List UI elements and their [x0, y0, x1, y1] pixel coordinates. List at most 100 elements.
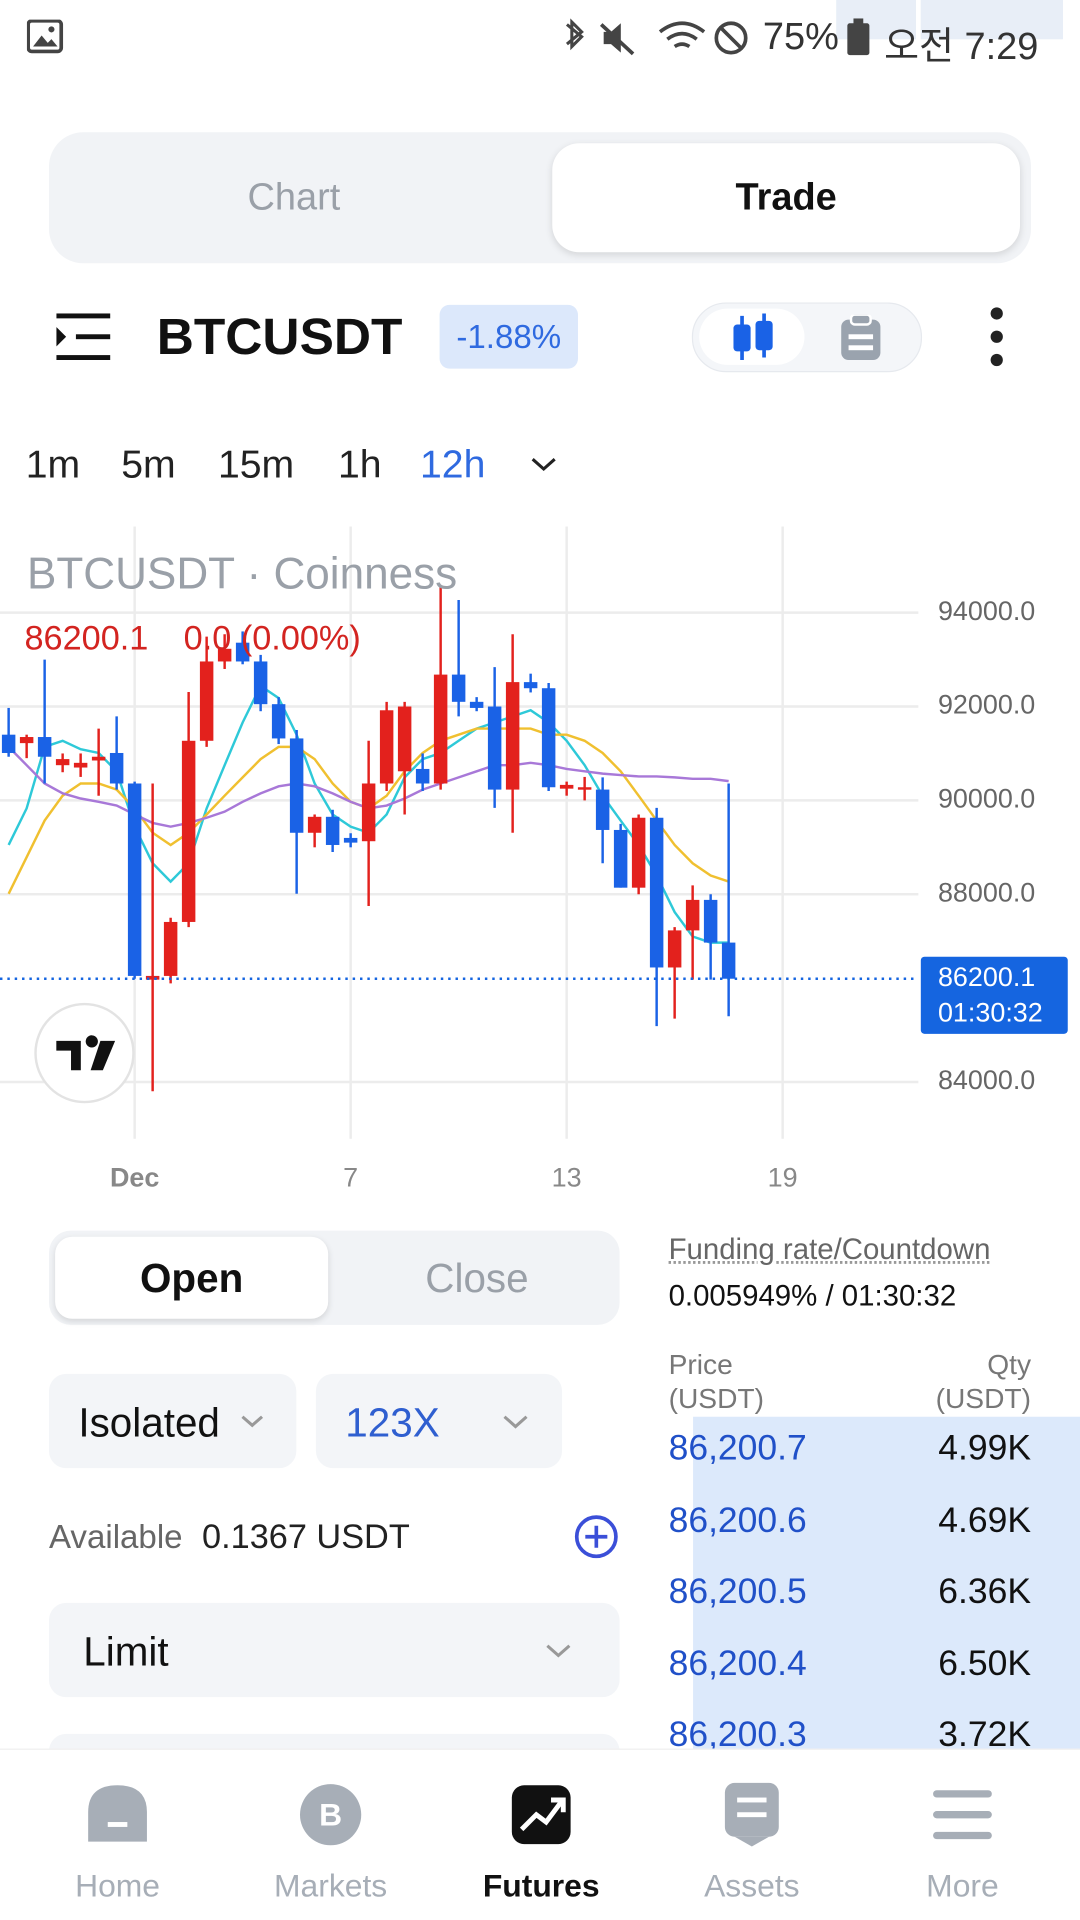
add-funds[interactable]	[573, 1513, 620, 1560]
candle-body	[127, 783, 142, 976]
candle-body	[415, 768, 430, 784]
book-qty[interactable]: 4.69K	[938, 1500, 1032, 1540]
book-price[interactable]: 86,200.6	[668, 1500, 807, 1540]
candle-body	[685, 899, 700, 931]
candle-body	[559, 784, 574, 789]
interval[interactable]: 1m	[25, 442, 81, 487]
battery-percent: 75%	[762, 14, 839, 58]
candle-body	[541, 688, 556, 788]
candle-body	[469, 701, 484, 708]
margin-mode: Isolated	[78, 1399, 220, 1445]
chevron	[503, 1415, 528, 1429]
legend-change: 0.0 (0.00%)	[184, 619, 361, 657]
y-tick-label: 90000.0	[938, 783, 1035, 813]
candle-body	[1, 734, 16, 753]
toggle-active[interactable]	[699, 308, 805, 365]
x-tick-label: 13	[552, 1162, 582, 1192]
candle-body	[37, 737, 52, 757]
symbol: BTCUSDT	[156, 307, 403, 365]
candle-body	[613, 829, 628, 888]
candle-body	[595, 789, 610, 830]
nav-icons: B	[88, 1782, 992, 1847]
tab-trade[interactable]: Trade	[735, 175, 837, 218]
gallery-icon	[26, 19, 64, 54]
x-tick-label: 7	[343, 1162, 358, 1192]
candle-body	[307, 816, 322, 833]
nav-assets[interactable]: Assets	[704, 1867, 800, 1905]
qty-header-line: (USDT)	[935, 1382, 1032, 1415]
status-icons	[565, 18, 748, 56]
orders-icon[interactable]	[840, 314, 882, 362]
active-open	[55, 1236, 329, 1319]
candle-body	[433, 674, 448, 784]
candle-icon	[733, 313, 773, 361]
book-qty[interactable]: 6.50K	[938, 1644, 1032, 1684]
price-header-line: Price	[668, 1348, 733, 1381]
candle-body	[217, 648, 232, 662]
candle-body	[91, 756, 106, 761]
price-header-line: (USDT)	[668, 1382, 765, 1415]
price-header: Price (USDT)	[669, 1347, 764, 1416]
funding-label[interactable]: Funding rate/Countdown	[668, 1233, 991, 1267]
candle-body	[19, 737, 34, 744]
candle-body	[631, 817, 646, 888]
y-tick-label: 88000.0	[938, 877, 1035, 907]
nav-home[interactable]: Home	[75, 1867, 161, 1905]
book-price[interactable]: 86,200.5	[668, 1572, 807, 1612]
active-tab-pill	[552, 143, 1021, 253]
nav-markets[interactable]: Markets	[273, 1867, 388, 1905]
candle-body	[379, 710, 394, 784]
nav-futures[interactable]: Futures	[482, 1867, 600, 1905]
clock: 오전 7:29	[884, 24, 1039, 68]
candle-body	[523, 682, 538, 689]
order-type-box[interactable]	[48, 1602, 620, 1698]
x-tick-label: Dec	[110, 1162, 159, 1192]
current-price: 86200.1	[938, 962, 1035, 992]
y-tick-label: 94000.0	[938, 596, 1035, 626]
battery-icon	[847, 18, 870, 56]
candle-body	[199, 661, 214, 741]
candle-body	[289, 738, 304, 833]
menu-icon[interactable]	[56, 311, 112, 362]
candle-body	[145, 975, 160, 980]
low-value-box	[920, 0, 1063, 40]
current-price-box	[920, 956, 1068, 1034]
more-icon[interactable]	[984, 304, 1008, 373]
book-qty[interactable]: 4.99K	[938, 1428, 1032, 1469]
book-qty[interactable]: 6.36K	[938, 1572, 1032, 1612]
interval[interactable]: 1h	[337, 442, 382, 487]
tab-close[interactable]: Close	[425, 1255, 529, 1301]
book-price[interactable]: 86,200.7	[668, 1428, 807, 1469]
available-label: Available	[48, 1518, 183, 1556]
tradingview-mark	[56, 1035, 116, 1071]
chart-title: BTCUSDT · Coinness	[27, 549, 457, 598]
candle-body	[343, 837, 358, 843]
chevron	[241, 1415, 264, 1428]
candle-body	[271, 704, 286, 739]
book-price[interactable]: 86,200.4	[668, 1644, 807, 1684]
interval-chevron[interactable]	[530, 456, 557, 473]
funding-value: 0.005949% / 01:30:32	[668, 1279, 957, 1313]
candle-body	[73, 762, 88, 768]
depth-bar	[693, 1416, 1080, 1754]
candle-body	[667, 930, 682, 968]
candle-body	[361, 783, 376, 842]
candle-body	[487, 706, 502, 790]
interval-active[interactable]: 12h	[420, 442, 486, 487]
nav-more[interactable]: More	[926, 1867, 999, 1905]
tab-open[interactable]: Open	[139, 1255, 244, 1301]
chevron	[546, 1644, 571, 1658]
svg-text:B: B	[319, 1797, 342, 1833]
interval[interactable]: 15m	[217, 442, 295, 487]
candle-body	[703, 899, 718, 943]
candle-body	[181, 740, 196, 922]
candle-body	[163, 921, 178, 976]
tradingview-logo	[34, 1002, 135, 1104]
x-tick-label: 19	[768, 1162, 798, 1192]
tab-chart[interactable]: Chart	[247, 175, 341, 218]
order-type: Limit	[83, 1628, 169, 1674]
interval[interactable]: 5m	[121, 442, 176, 487]
candle-body	[253, 661, 268, 705]
leverage: 123X	[345, 1399, 440, 1445]
